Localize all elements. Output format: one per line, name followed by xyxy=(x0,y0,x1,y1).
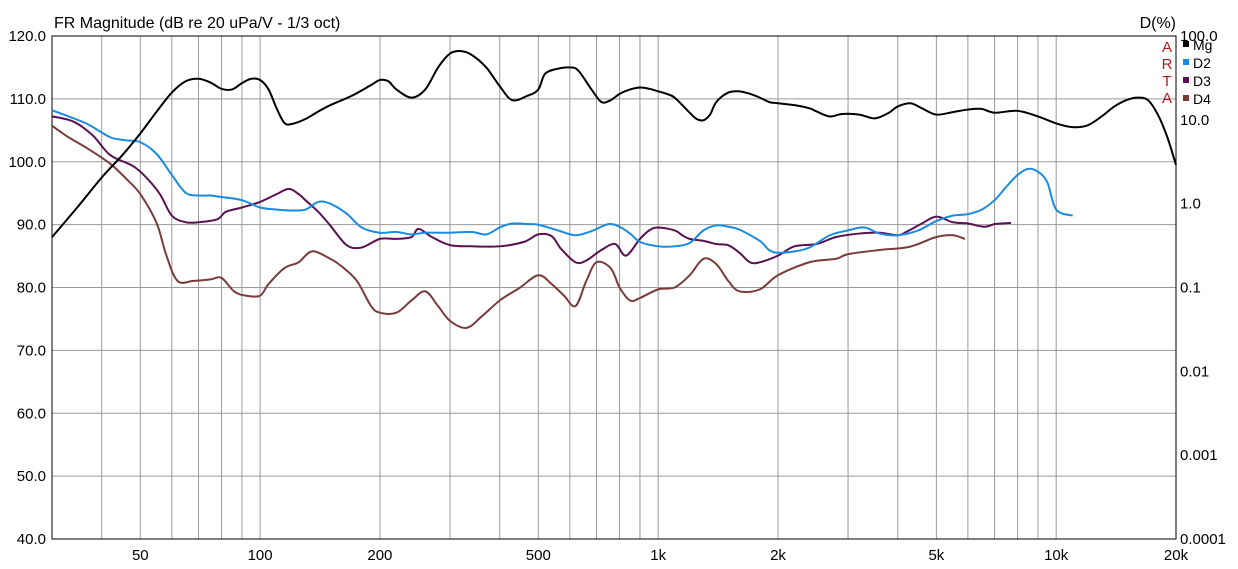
arta-letter-a1: A xyxy=(1162,39,1172,56)
x-tick-labels: 50 100 200 500 1k 2k 5k 10k 20k xyxy=(132,547,1189,564)
x-tick-label: 1k xyxy=(650,547,666,564)
y2-tick-label: 0.1 xyxy=(1180,280,1201,297)
plot-frame xyxy=(51,35,1177,540)
legend-swatch-mg xyxy=(1183,41,1189,47)
x-tick-label: 10k xyxy=(1044,547,1069,564)
legend-label-d3: D3 xyxy=(1193,73,1211,89)
series-line-d2 xyxy=(51,109,1074,254)
series-line-d4 xyxy=(51,124,966,329)
y-tick-label: 60.0 xyxy=(17,405,46,422)
legend-label-d2: D2 xyxy=(1193,55,1211,71)
y2-tick-label: 10.0 xyxy=(1180,112,1209,129)
y2-tick-label: 0.001 xyxy=(1180,447,1218,464)
legend-label-d4: D4 xyxy=(1193,91,1211,107)
chart-title: FR Magnitude (dB re 20 uPa/V - 1/3 oct) xyxy=(54,15,340,32)
y-tick-label: 100.0 xyxy=(8,154,46,171)
arta-letter-t: T xyxy=(1162,73,1171,90)
legend-swatch-d4 xyxy=(1183,95,1189,101)
y2-tick-label: 100.0 xyxy=(1180,28,1218,45)
y2-tick-labels: 100.0 10.0 1.0 0.1 0.01 0.001 0.0001 xyxy=(1180,28,1226,548)
x-tick-label: 500 xyxy=(526,547,551,564)
y-tick-label: 40.0 xyxy=(17,531,46,548)
y2-tick-label: 1.0 xyxy=(1180,196,1201,213)
arta-letter-r: R xyxy=(1162,56,1173,73)
right-axis-title: D(%) xyxy=(1140,15,1176,32)
y-tick-label: 120.0 xyxy=(8,28,46,45)
y-tick-label: 110.0 xyxy=(10,91,46,108)
x-tick-label: 20k xyxy=(1164,547,1189,564)
y-tick-label: 80.0 xyxy=(17,280,46,297)
y-tick-label: 70.0 xyxy=(17,342,46,359)
x-tick-label: 50 xyxy=(132,547,149,564)
legend-swatch-d2 xyxy=(1183,59,1189,65)
arta-letter-a2: A xyxy=(1162,90,1172,107)
legend-swatch-d3 xyxy=(1183,77,1189,83)
x-tick-label: 100 xyxy=(248,547,273,564)
legend: Mg D2 D3 D4 xyxy=(1183,37,1212,107)
y-tick-labels: 120.0 110.0 100.0 90.0 80.0 70.0 60.0 50.0 40.0 xyxy=(8,28,46,548)
y-tick-label: 50.0 xyxy=(17,468,46,485)
series-line-mg xyxy=(51,50,1177,238)
y2-tick-label: 0.0001 xyxy=(1180,531,1226,548)
x-tick-label: 200 xyxy=(367,547,392,564)
series-line-d3 xyxy=(51,115,1012,265)
y-tick-label: 90.0 xyxy=(17,217,46,234)
y2-tick-label: 0.01 xyxy=(1180,363,1209,380)
x-tick-label: 5k xyxy=(928,547,944,564)
x-tick-label: 2k xyxy=(770,547,786,564)
arta-watermark: A R T A xyxy=(1162,39,1173,107)
legend-label-mg: Mg xyxy=(1193,37,1212,53)
series-lines xyxy=(51,50,1177,329)
